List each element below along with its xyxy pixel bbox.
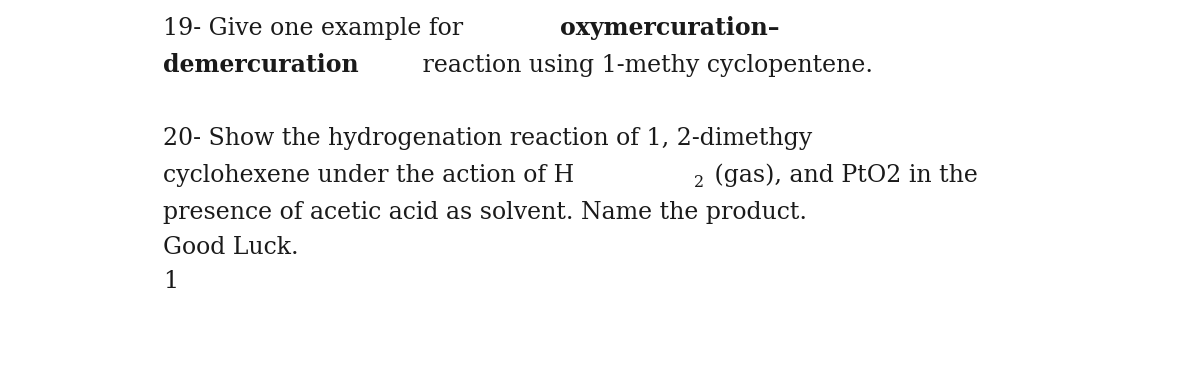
Text: (gas), and PtO2 in the: (gas), and PtO2 in the bbox=[707, 163, 978, 187]
Text: 20- Show the hydrogenation reaction of 1, 2-dimethgy: 20- Show the hydrogenation reaction of 1… bbox=[163, 127, 812, 150]
Text: demercuration: demercuration bbox=[163, 53, 359, 77]
Text: cyclohexene under the action of H: cyclohexene under the action of H bbox=[163, 164, 574, 187]
Text: 19- Give one example for: 19- Give one example for bbox=[163, 17, 470, 40]
Text: oxymercuration–: oxymercuration– bbox=[560, 16, 780, 40]
Text: 1: 1 bbox=[163, 270, 178, 293]
Text: reaction using 1-methy cyclopentene.: reaction using 1-methy cyclopentene. bbox=[415, 54, 874, 77]
Text: presence of acetic acid as solvent. Name the product.: presence of acetic acid as solvent. Name… bbox=[163, 201, 808, 224]
Text: 2: 2 bbox=[694, 174, 703, 191]
Text: Good Luck.: Good Luck. bbox=[163, 236, 299, 259]
